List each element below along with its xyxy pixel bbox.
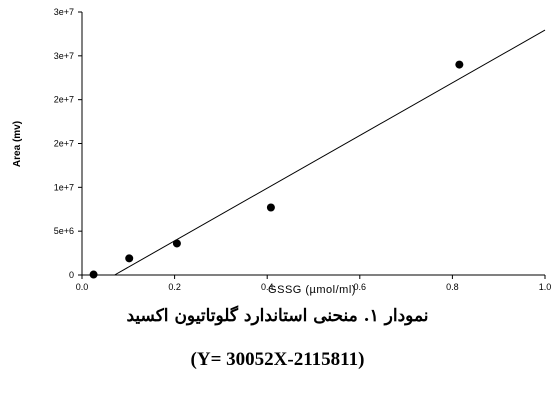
regression-line-group (114, 29, 546, 276)
x-tick-label: 1.0 (539, 282, 552, 292)
y-tick-label: 5e+6 (54, 226, 74, 236)
figure-caption-title: نمودار ۱. منحنی استاندارد گلوتاتیون اکسی… (126, 306, 429, 326)
y-tick-label: 2e+7 (54, 139, 74, 149)
x-tick-label: 0.0 (76, 282, 89, 292)
y-axis-label: Area (mv) (12, 121, 23, 167)
standard-curve-chart: 0.0 0.2 0.4 0.6 0.8 1.0 0 5e+6 1e+7 2e+7 2e+7 3e+7… (12, 7, 552, 296)
y-tick-label: 3e+7 (54, 7, 74, 17)
y-axis-ticks: 0 5e+6 1e+7 2e+7 2e+7 3e+7 3e+7 (54, 7, 82, 280)
y-tick-label: 1e+7 (54, 182, 74, 192)
data-point (266, 203, 275, 212)
data-point (89, 270, 98, 279)
x-tick-label: 0.8 (446, 282, 459, 292)
y-tick-label: 3e+7 (54, 51, 74, 61)
x-axis-label: GSSG (µmol/ml) (268, 284, 356, 296)
data-point (455, 60, 464, 69)
x-tick-label: 0.4 (261, 282, 274, 292)
y-tick-label: 2e+7 (54, 95, 74, 105)
data-points (89, 60, 464, 279)
x-axis-ticks: 0.0 0.2 0.4 0.6 0.8 1.0 (76, 275, 552, 292)
x-tick-label: 0.6 (354, 282, 367, 292)
axes (81, 12, 545, 276)
data-point (125, 254, 134, 263)
y-tick-label: 0 (69, 270, 74, 280)
regression-equation: (Y= 30052X-2115811) (190, 349, 365, 370)
regression-line (114, 29, 546, 276)
data-point (172, 239, 181, 248)
x-tick-label: 0.2 (168, 282, 181, 292)
